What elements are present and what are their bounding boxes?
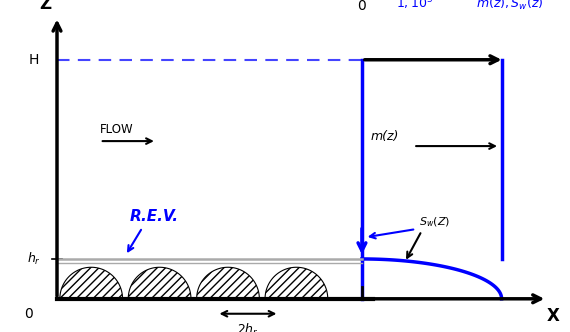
- Polygon shape: [265, 267, 328, 299]
- Polygon shape: [60, 267, 123, 299]
- Text: FLOW: FLOW: [100, 123, 133, 136]
- Text: 0: 0: [24, 307, 33, 321]
- Text: H: H: [29, 53, 39, 67]
- Text: X: X: [547, 307, 559, 325]
- Text: $h_r$: $h_r$: [27, 251, 41, 267]
- Text: $1, 10^3$: $1, 10^3$: [396, 0, 433, 12]
- Text: m(z): m(z): [370, 130, 399, 143]
- Text: R.E.V.: R.E.V.: [129, 209, 178, 224]
- Text: $m(z), S_w(z)$: $m(z), S_w(z)$: [476, 0, 544, 12]
- Polygon shape: [128, 267, 191, 299]
- Text: $S_w(Z)$: $S_w(Z)$: [419, 215, 450, 229]
- Text: 0: 0: [357, 0, 367, 13]
- Polygon shape: [197, 267, 259, 299]
- Text: $2h_r$: $2h_r$: [237, 322, 259, 332]
- Text: Z: Z: [39, 0, 52, 13]
